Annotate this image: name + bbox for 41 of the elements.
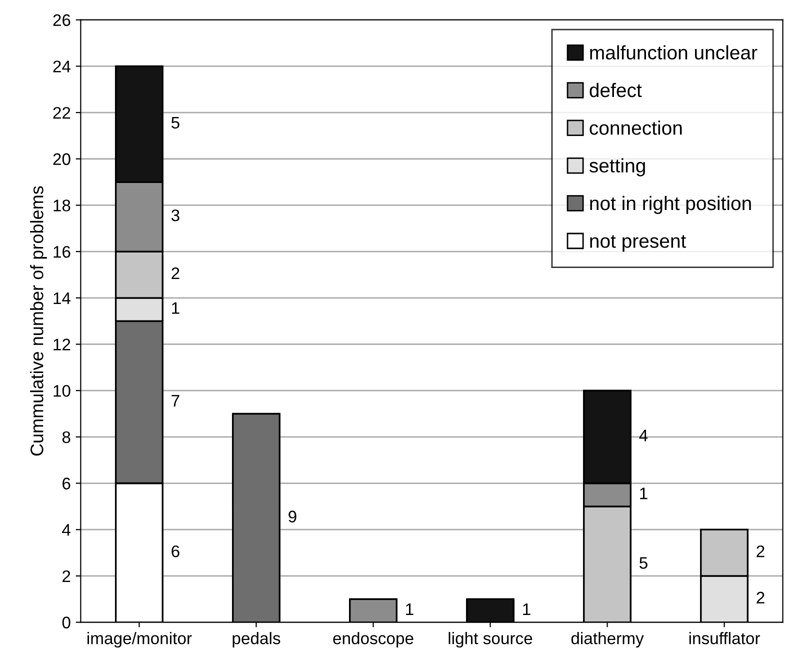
data-label: 1	[523, 604, 530, 616]
y-tick-label: 6	[62, 478, 70, 490]
x-tick-label: pedals	[232, 632, 280, 648]
x-tick-label: image/monitor	[88, 632, 192, 648]
legend-label: not in right position	[590, 196, 751, 214]
y-tick-label: 2	[62, 570, 70, 582]
data-label: 9	[288, 510, 296, 522]
data-label: 6	[172, 545, 180, 558]
y-tick-label: 20	[53, 153, 70, 166]
data-label: 1	[640, 488, 648, 500]
legend-label: setting	[589, 158, 645, 176]
data-label: 3	[171, 209, 180, 222]
y-tick-label: 16	[54, 246, 70, 258]
y-tick-label: 24	[53, 60, 70, 72]
y-tick-label: 22	[53, 106, 70, 119]
x-tick-label: insufflator	[689, 632, 760, 644]
data-label: 2	[756, 592, 764, 604]
x-tick-label: endoscope	[333, 632, 414, 648]
data-label: 1	[172, 302, 180, 314]
y-tick-label: 8	[62, 431, 70, 444]
data-label: 2	[756, 545, 764, 558]
legend-label: connection	[590, 120, 682, 135]
data-label: 4	[639, 430, 648, 442]
y-tick-label: 4	[62, 524, 70, 536]
y-axis-title: Cummulative number of problems	[30, 186, 47, 456]
y-tick-label: 12	[54, 338, 70, 350]
legend-label: malfunction unclear	[590, 45, 758, 60]
y-tick-label: 26	[53, 14, 70, 26]
data-label: 5	[171, 116, 180, 129]
y-tick-label: 14	[54, 292, 70, 304]
y-tick-label: 10	[54, 384, 70, 397]
data-label: 7	[172, 395, 180, 406]
legend-label: defect	[590, 82, 642, 98]
data-label: 1	[406, 604, 414, 616]
x-tick-label: light source	[448, 632, 532, 648]
data-label: 5	[640, 557, 648, 569]
legend-label: not present	[590, 235, 686, 252]
x-tick-label: diathermy	[571, 632, 644, 648]
y-tick-label: 18	[54, 200, 70, 212]
data-label: 2	[172, 267, 180, 280]
y-tick-label: 0	[62, 616, 70, 628]
